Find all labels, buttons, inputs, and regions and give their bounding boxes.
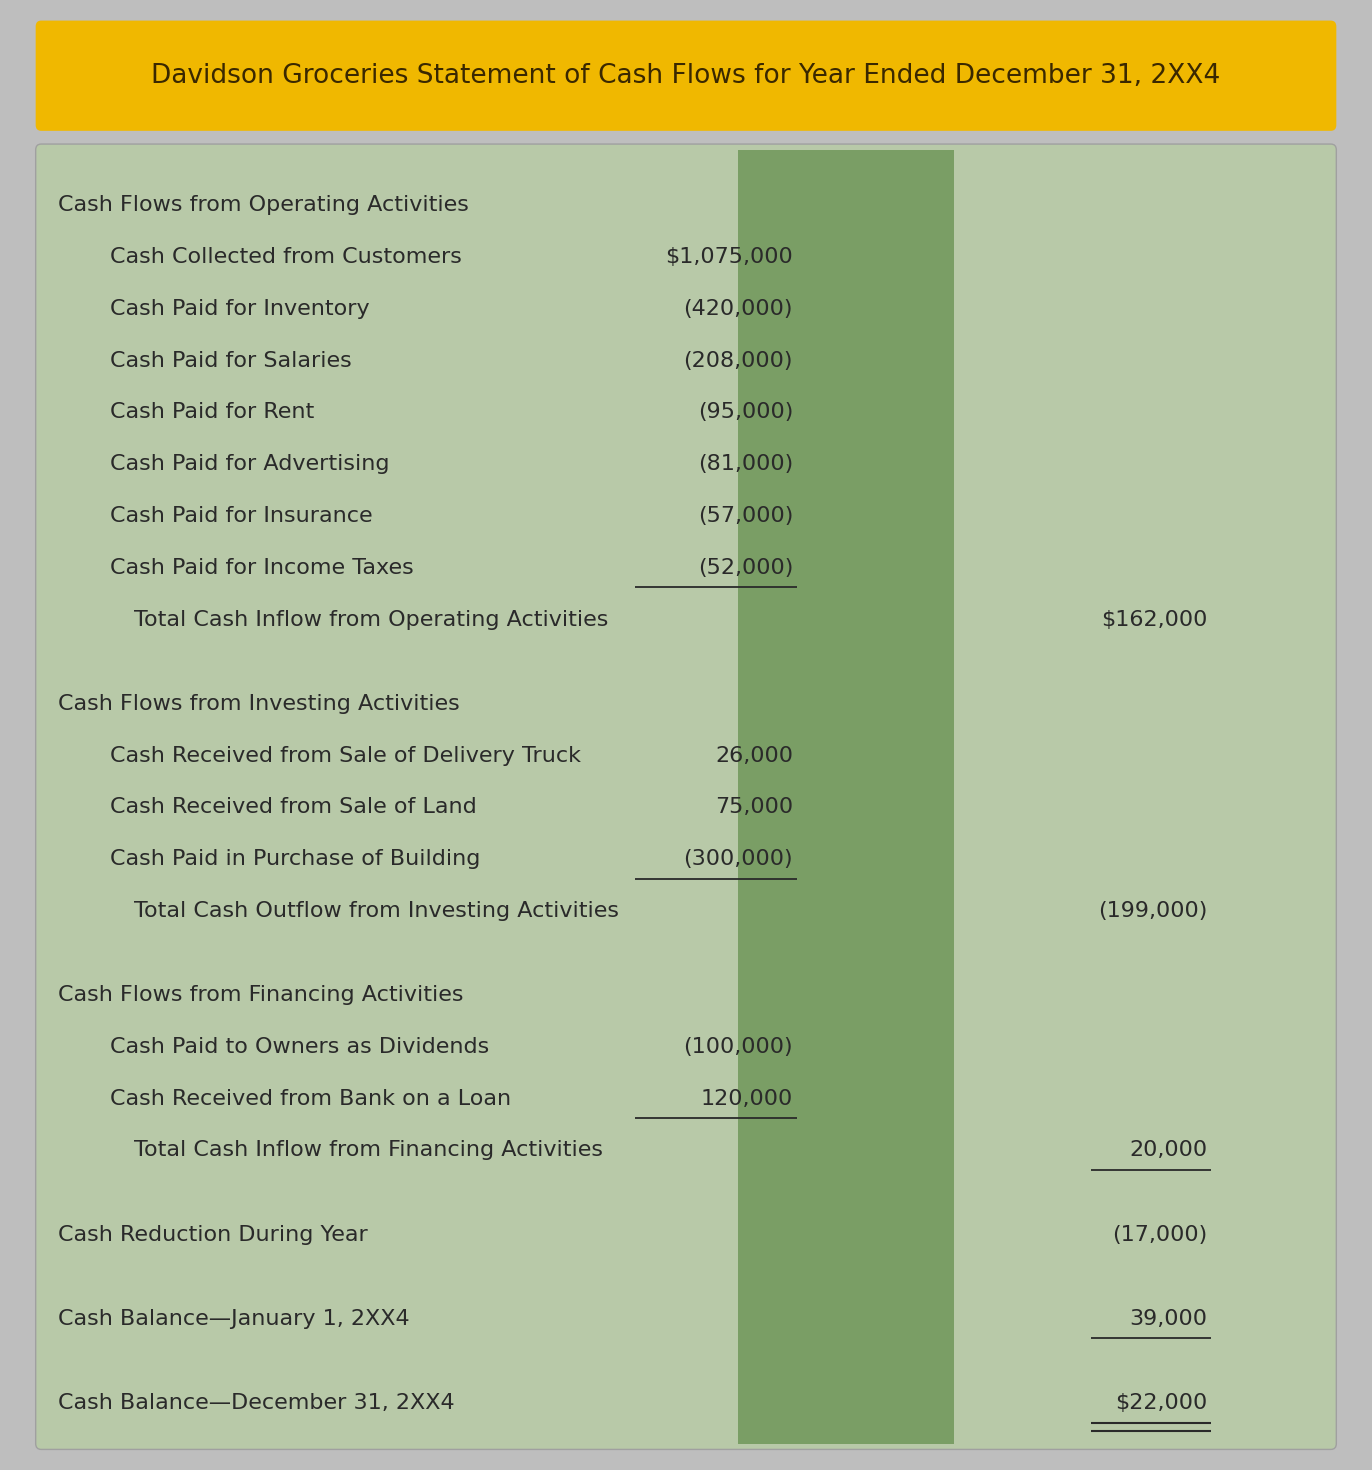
Text: (95,000): (95,000)	[697, 403, 793, 422]
Text: Cash Paid for Rent: Cash Paid for Rent	[110, 403, 314, 422]
Bar	[738, 150, 954, 1444]
Text: $1,075,000: $1,075,000	[665, 247, 793, 268]
Text: 120,000: 120,000	[701, 1089, 793, 1108]
Text: Cash Flows from Operating Activities: Cash Flows from Operating Activities	[58, 196, 468, 215]
Text: Cash Balance—December 31, 2XX4: Cash Balance—December 31, 2XX4	[58, 1394, 454, 1413]
Text: 20,000: 20,000	[1129, 1141, 1207, 1160]
Text: (52,000): (52,000)	[697, 557, 793, 578]
Text: Cash Paid for Inventory: Cash Paid for Inventory	[110, 298, 369, 319]
Text: Cash Paid in Purchase of Building: Cash Paid in Purchase of Building	[110, 850, 480, 869]
Text: Cash Paid for Salaries: Cash Paid for Salaries	[110, 351, 351, 370]
Text: (420,000): (420,000)	[683, 298, 793, 319]
Text: Cash Paid to Owners as Dividends: Cash Paid to Owners as Dividends	[110, 1036, 488, 1057]
Text: (300,000): (300,000)	[683, 850, 793, 869]
Text: Cash Collected from Customers: Cash Collected from Customers	[110, 247, 461, 268]
Text: Cash Paid for Advertising: Cash Paid for Advertising	[110, 454, 390, 475]
Text: 26,000: 26,000	[715, 745, 793, 766]
Text: Davidson Groceries Statement of Cash Flows for Year Ended December 31, 2XX4: Davidson Groceries Statement of Cash Flo…	[151, 63, 1221, 88]
Text: Total Cash Outflow from Investing Activities: Total Cash Outflow from Investing Activi…	[134, 901, 619, 920]
Text: $162,000: $162,000	[1100, 610, 1207, 629]
Text: (208,000): (208,000)	[683, 351, 793, 370]
Text: Cash Flows from Investing Activities: Cash Flows from Investing Activities	[58, 694, 460, 714]
Text: (57,000): (57,000)	[697, 506, 793, 526]
Text: Total Cash Inflow from Financing Activities: Total Cash Inflow from Financing Activit…	[134, 1141, 604, 1160]
FancyBboxPatch shape	[36, 21, 1336, 131]
Text: Total Cash Inflow from Operating Activities: Total Cash Inflow from Operating Activit…	[134, 610, 609, 629]
Text: 75,000: 75,000	[715, 797, 793, 817]
Text: Cash Paid for Insurance: Cash Paid for Insurance	[110, 506, 372, 526]
Text: (100,000): (100,000)	[683, 1036, 793, 1057]
Text: Cash Reduction During Year: Cash Reduction During Year	[58, 1225, 368, 1245]
Text: Cash Balance—January 1, 2XX4: Cash Balance—January 1, 2XX4	[58, 1308, 409, 1329]
Text: (81,000): (81,000)	[698, 454, 793, 475]
Text: (199,000): (199,000)	[1098, 901, 1207, 920]
FancyBboxPatch shape	[36, 144, 1336, 1449]
Text: Cash Received from Bank on a Loan: Cash Received from Bank on a Loan	[110, 1089, 510, 1108]
Text: $22,000: $22,000	[1115, 1394, 1207, 1413]
Text: 39,000: 39,000	[1129, 1308, 1207, 1329]
Text: Cash Received from Sale of Land: Cash Received from Sale of Land	[110, 797, 476, 817]
Text: Cash Paid for Income Taxes: Cash Paid for Income Taxes	[110, 557, 413, 578]
Text: Cash Received from Sale of Delivery Truck: Cash Received from Sale of Delivery Truc…	[110, 745, 580, 766]
Text: Cash Flows from Financing Activities: Cash Flows from Financing Activities	[58, 985, 464, 1005]
Text: (17,000): (17,000)	[1113, 1225, 1207, 1245]
